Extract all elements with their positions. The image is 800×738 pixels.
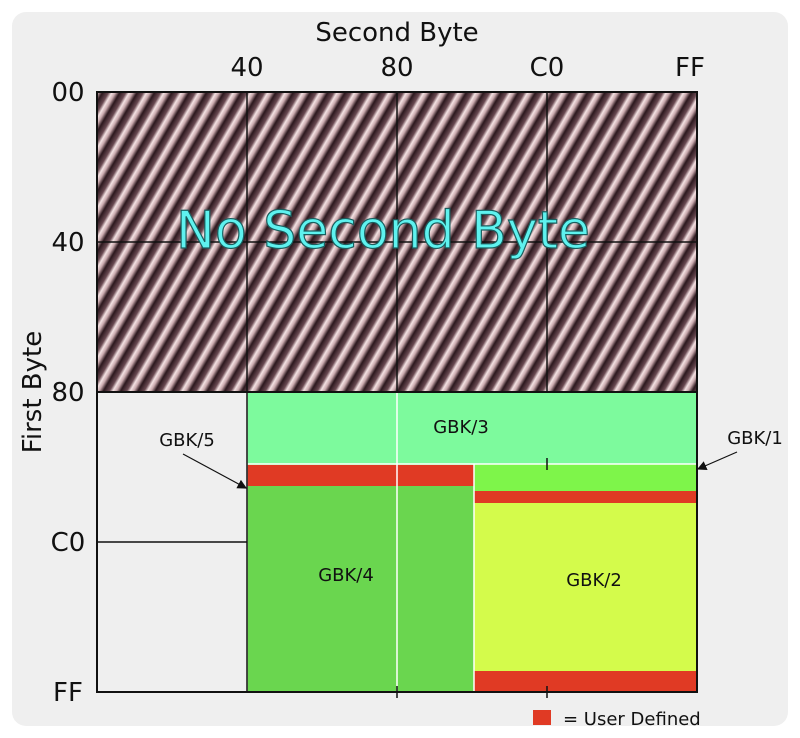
x-tick-label: 80 (380, 53, 413, 83)
user-defined-legend-label: = User Defined (563, 709, 701, 730)
gbk1-callout-arrow (696, 451, 738, 471)
gbk3-region (247, 392, 697, 464)
gbk2-user-defined-band (474, 671, 697, 691)
y-axis-title: First Byte (18, 331, 48, 453)
gbk4-label: GBK/4 (318, 565, 374, 586)
y-tick-label: 80 (51, 378, 84, 408)
y-tick-label: 00 (51, 78, 84, 108)
gbk5-callout-label: GBK/5 (159, 430, 215, 451)
gbk1-callout-label: GBK/1 (727, 428, 783, 449)
no-second-byte-label: No Second Byte (176, 201, 590, 261)
gbk3-label: GBK/3 (433, 417, 489, 438)
gbk5-callout-arrow (182, 453, 248, 489)
gbk1-region (474, 464, 697, 491)
y-tick-label: C0 (51, 528, 86, 558)
gbk1-user-defined-band (474, 491, 697, 503)
gbk4-region (247, 464, 474, 692)
user-defined-legend-swatch (533, 710, 551, 725)
y-tick-label: 40 (51, 228, 84, 258)
gbk4-user-defined-band (247, 465, 474, 486)
gbk2-label: GBK/2 (566, 570, 622, 591)
x-tick-label: C0 (530, 53, 565, 83)
y-tick-label: FF (53, 678, 83, 708)
x-axis-title: Second Byte (315, 18, 478, 48)
gbk2-region (474, 503, 697, 671)
x-tick-label: 40 (230, 53, 263, 83)
x-tick-label: FF (675, 53, 705, 83)
